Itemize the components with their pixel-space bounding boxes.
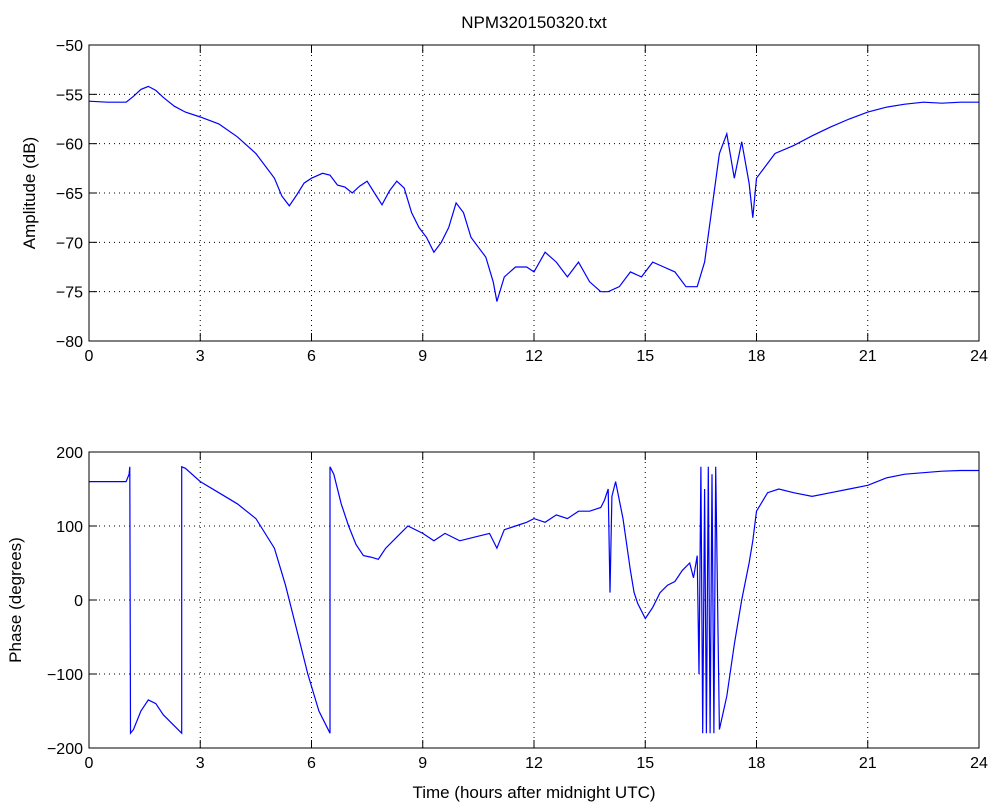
phase-y-tick-label: 100 <box>56 519 83 536</box>
phase-x-tick-label: 24 <box>970 755 988 772</box>
amplitude-ticks: 0 3 6 9 12 15 18 21 24 −50 −55 −60 −65 −70 −75 −80 <box>56 38 988 365</box>
amplitude-y-tick-label: −80 <box>56 334 83 351</box>
amplitude-x-tick-label: 18 <box>748 348 766 365</box>
amplitude-y-axis-label: Amplitude (dB) <box>20 137 39 249</box>
phase-x-tick-label: 3 <box>196 755 205 772</box>
phase-x-tick-label: 12 <box>525 755 543 772</box>
phase-x-tick-label: 6 <box>307 755 316 772</box>
phase-plot-frame <box>88 451 980 749</box>
amplitude-y-tick-label: −75 <box>56 285 83 302</box>
amplitude-x-tick-label: 15 <box>636 348 654 365</box>
amplitude-plot-frame <box>88 44 980 342</box>
phase-x-axis-label: Time (hours after midnight UTC) <box>412 783 655 802</box>
amplitude-plot: 0 3 6 9 12 15 18 21 24 −50 −55 −60 −65 −70 −75 −80 NPM3… <box>20 13 988 365</box>
amplitude-x-tick-label: 6 <box>307 348 316 365</box>
amplitude-y-tick-label: −65 <box>56 186 83 203</box>
amplitude-x-tick-label: 9 <box>418 348 427 365</box>
phase-grid <box>89 452 979 748</box>
phase-x-tick-label: 21 <box>859 755 877 772</box>
phase-y-tick-label: −100 <box>47 667 83 684</box>
phase-y-axis-label: Phase (degrees) <box>6 537 25 663</box>
amplitude-series-line <box>88 85 979 302</box>
amplitude-x-tick-label: 21 <box>859 348 877 365</box>
phase-y-tick-label: −200 <box>47 741 83 758</box>
amplitude-y-tick-label: −70 <box>56 235 83 252</box>
phase-x-tick-label: 0 <box>85 755 94 772</box>
amplitude-x-tick-label: 3 <box>196 348 205 365</box>
amplitude-chart-title: NPM320150320.txt <box>461 13 607 32</box>
phase-x-tick-label: 15 <box>636 755 654 772</box>
amplitude-x-tick-label: 0 <box>85 348 94 365</box>
phase-y-tick-label: 0 <box>74 593 83 610</box>
phase-series-line <box>89 465 979 735</box>
amplitude-x-tick-label: 24 <box>970 348 988 365</box>
phase-y-tick-label: 200 <box>56 445 83 462</box>
phase-ticks: 0 3 6 9 12 15 18 21 24 200 100 0 −100 −200 <box>47 445 988 772</box>
amplitude-y-tick-label: −55 <box>56 87 83 104</box>
amplitude-y-tick-label: −50 <box>56 38 83 55</box>
amplitude-y-tick-label: −60 <box>56 137 83 154</box>
amplitude-grid <box>89 45 979 341</box>
phase-x-tick-label: 18 <box>748 755 766 772</box>
phase-x-tick-label: 9 <box>418 755 427 772</box>
phase-plot: 0 3 6 9 12 15 18 21 24 200 100 0 −100 −200 Phase (deg… <box>6 445 988 802</box>
amplitude-x-tick-label: 12 <box>525 348 543 365</box>
